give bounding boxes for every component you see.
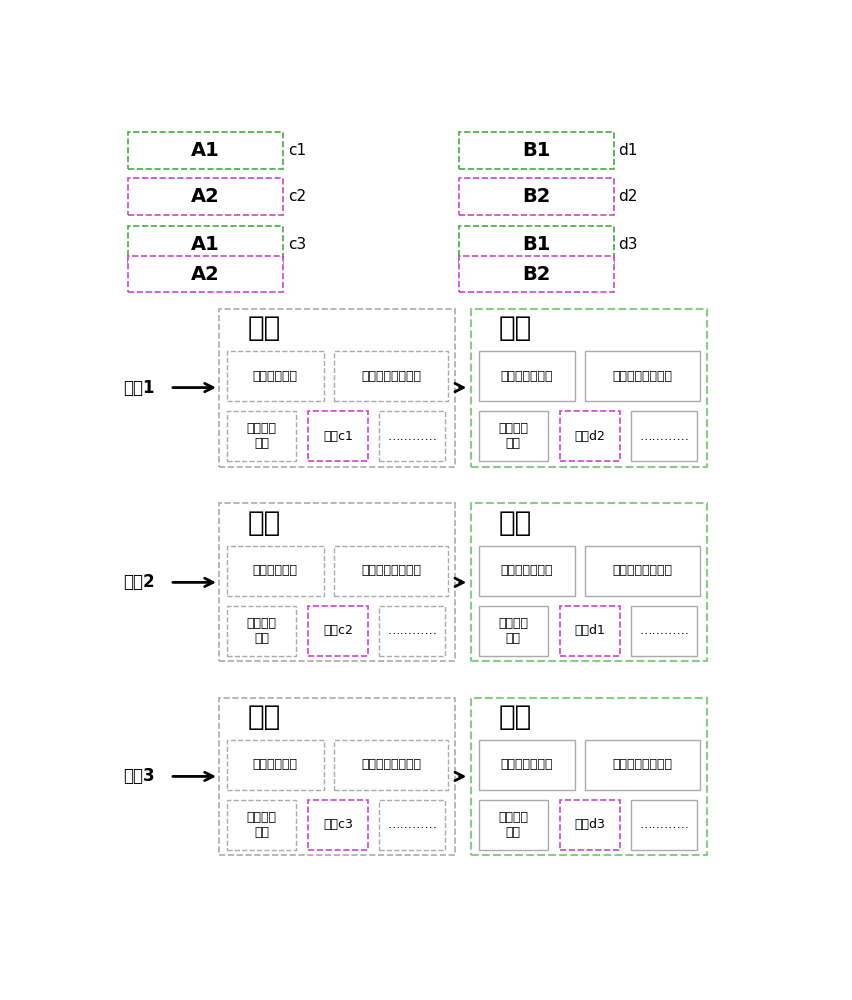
Text: A2: A2 [192, 264, 220, 284]
Text: 数据d1: 数据d1 [574, 624, 606, 637]
Bar [128, 256, 283, 292]
Text: 其他交易
数据: 其他交易 数据 [246, 617, 277, 645]
Bar [227, 546, 324, 596]
Text: 区块: 区块 [499, 703, 532, 731]
Text: …………: ………… [388, 624, 437, 637]
Bar [308, 411, 368, 461]
Bar [560, 411, 620, 461]
Text: 时间戳及其它信息: 时间戳及其它信息 [361, 370, 421, 383]
Text: 节点3: 节点3 [124, 767, 155, 785]
Text: B2: B2 [522, 264, 550, 284]
Text: 数据d3: 数据d3 [574, 818, 606, 831]
Text: B1: B1 [522, 141, 550, 160]
Text: A1: A1 [192, 235, 220, 254]
Text: 区块: 区块 [247, 314, 280, 342]
Bar [219, 309, 455, 466]
Text: 前一区块哈希: 前一区块哈希 [252, 370, 297, 383]
Bar [334, 546, 448, 596]
Bar [585, 546, 700, 596]
Text: B2: B2 [522, 187, 550, 206]
Bar [459, 132, 614, 169]
Bar [227, 606, 296, 656]
Bar [379, 800, 446, 850]
Bar [227, 351, 324, 401]
Bar [471, 309, 707, 466]
Bar [128, 132, 283, 169]
Text: c2: c2 [288, 189, 306, 204]
Bar [479, 351, 575, 401]
Bar [227, 411, 296, 461]
Text: 前一区块哈希値: 前一区块哈希値 [501, 758, 553, 771]
Text: 数据c1: 数据c1 [323, 430, 354, 443]
Text: …………: ………… [388, 430, 437, 443]
Text: …………: ………… [639, 624, 689, 637]
Text: A1: A1 [192, 141, 220, 160]
Text: d3: d3 [619, 237, 638, 252]
Bar [379, 411, 446, 461]
Bar [479, 411, 548, 461]
Text: B1: B1 [522, 235, 550, 254]
Text: 时间戳及其它信息: 时间戳及其它信息 [361, 564, 421, 577]
Text: …………: ………… [388, 818, 437, 831]
Text: 时间戳及其它信息: 时间戳及其它信息 [613, 564, 673, 577]
Text: 前一区块哈希: 前一区块哈希 [252, 564, 297, 577]
Bar [308, 606, 368, 656]
Text: …………: ………… [639, 430, 689, 443]
Text: 时间戳及其它信息: 时间戳及其它信息 [361, 758, 421, 771]
Bar [479, 606, 548, 656]
Text: 数据c3: 数据c3 [323, 818, 354, 831]
Text: 节点2: 节点2 [124, 573, 155, 591]
Bar [631, 411, 697, 461]
Bar [379, 606, 446, 656]
Bar [227, 740, 324, 790]
Text: 前一区块哈希値: 前一区块哈希値 [501, 370, 553, 383]
Bar [479, 546, 575, 596]
Text: c3: c3 [288, 237, 306, 252]
Bar [459, 178, 614, 215]
Text: 区块: 区块 [499, 509, 532, 537]
Bar [219, 503, 455, 661]
Bar [479, 800, 548, 850]
Bar [585, 740, 700, 790]
Bar [227, 800, 296, 850]
Text: c1: c1 [288, 143, 306, 158]
Text: A2: A2 [192, 187, 220, 206]
Bar [459, 256, 614, 292]
Bar [128, 226, 283, 263]
Text: …………: ………… [639, 818, 689, 831]
Bar [560, 800, 620, 850]
Text: d2: d2 [619, 189, 638, 204]
Text: 其他交易
数据: 其他交易 数据 [246, 811, 277, 839]
Text: 时间戳及其它信息: 时间戳及其它信息 [613, 758, 673, 771]
Text: 前一区块哈希値: 前一区块哈希値 [501, 564, 553, 577]
Bar [631, 800, 697, 850]
Bar [128, 178, 283, 215]
Bar [479, 740, 575, 790]
Text: 前一区块哈希: 前一区块哈希 [252, 758, 297, 771]
Text: d1: d1 [619, 143, 638, 158]
Text: 其他交易
数据: 其他交易 数据 [246, 422, 277, 450]
Text: 区块: 区块 [247, 509, 280, 537]
Text: 时间戳及其它信息: 时间戳及其它信息 [613, 370, 673, 383]
Text: 其他交易
数据: 其他交易 数据 [498, 422, 528, 450]
Bar [471, 503, 707, 661]
Bar [459, 226, 614, 263]
Text: 节点1: 节点1 [124, 379, 155, 397]
Text: 其他交易
数据: 其他交易 数据 [498, 617, 528, 645]
Bar [585, 351, 700, 401]
Bar [334, 740, 448, 790]
Bar [219, 698, 455, 855]
Bar [471, 698, 707, 855]
Text: 区块: 区块 [499, 314, 532, 342]
Bar [334, 351, 448, 401]
Text: 数据d2: 数据d2 [574, 430, 606, 443]
Bar [560, 606, 620, 656]
Text: 数据c2: 数据c2 [323, 624, 354, 637]
Text: 其他交易
数据: 其他交易 数据 [498, 811, 528, 839]
Bar [631, 606, 697, 656]
Bar [308, 800, 368, 850]
Text: 区块: 区块 [247, 703, 280, 731]
